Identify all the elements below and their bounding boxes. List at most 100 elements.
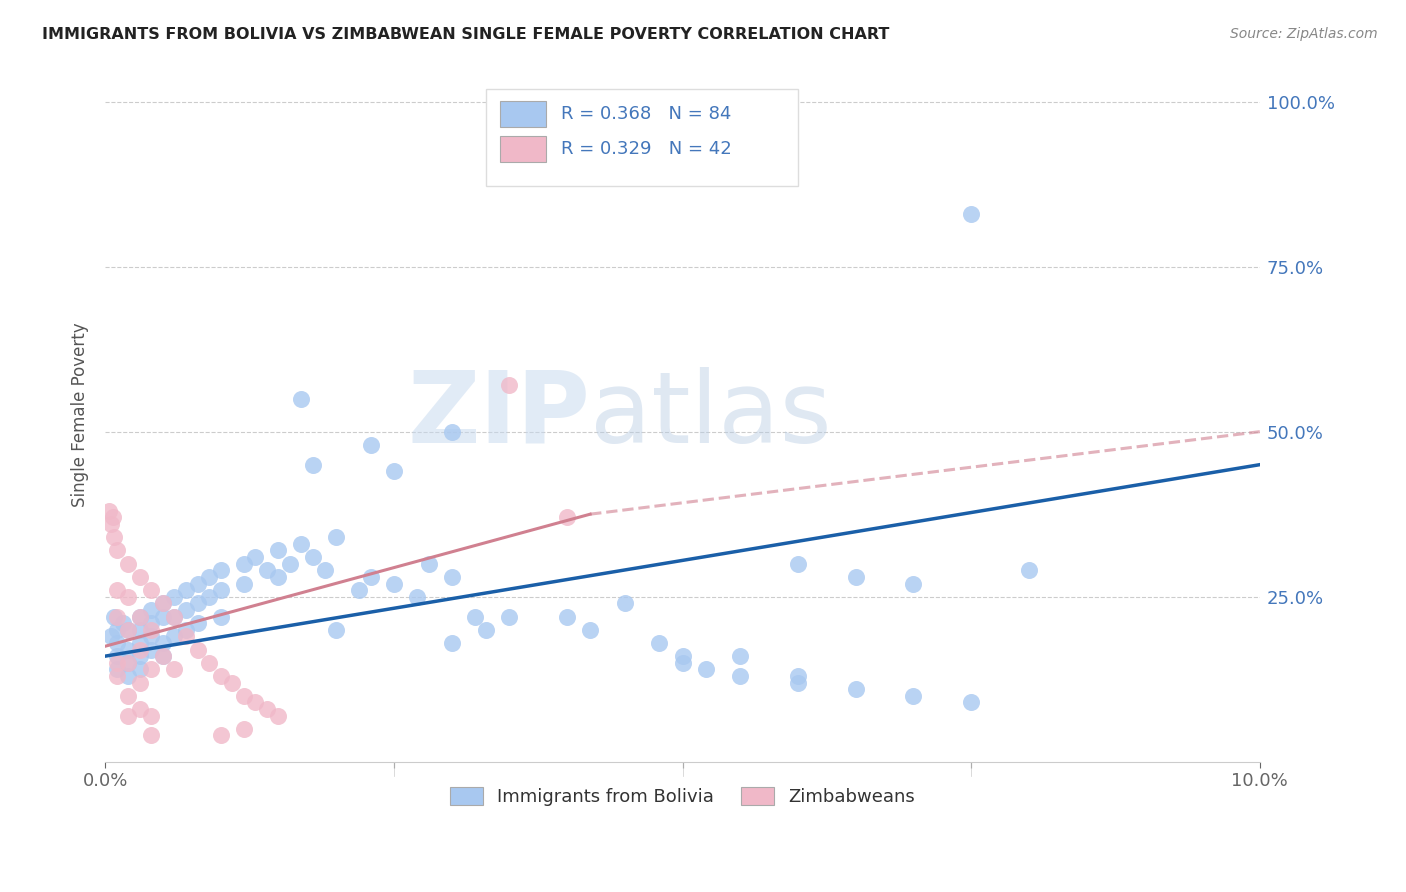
- Point: [787, 669, 810, 683]
- Point: [141, 629, 163, 643]
- Point: [128, 609, 150, 624]
- Point: [498, 609, 520, 624]
- Point: [845, 570, 868, 584]
- Point: [302, 458, 325, 472]
- Point: [105, 636, 128, 650]
- Point: [105, 583, 128, 598]
- Point: [141, 583, 163, 598]
- FancyBboxPatch shape: [501, 101, 547, 128]
- Point: [187, 642, 209, 657]
- Point: [1018, 563, 1040, 577]
- Point: [117, 689, 139, 703]
- Point: [695, 662, 717, 676]
- Point: [382, 576, 405, 591]
- Point: [198, 590, 221, 604]
- Text: atlas: atlas: [591, 367, 832, 464]
- Point: [100, 517, 122, 532]
- Point: [232, 689, 254, 703]
- Point: [128, 570, 150, 584]
- Point: [163, 590, 186, 604]
- Point: [267, 708, 290, 723]
- Text: Source: ZipAtlas.com: Source: ZipAtlas.com: [1230, 27, 1378, 41]
- Point: [187, 616, 209, 631]
- Point: [128, 702, 150, 716]
- FancyBboxPatch shape: [486, 89, 799, 186]
- Point: [174, 629, 197, 643]
- Point: [141, 642, 163, 657]
- Point: [117, 708, 139, 723]
- Point: [103, 530, 125, 544]
- Point: [787, 557, 810, 571]
- Point: [475, 623, 498, 637]
- Point: [579, 623, 602, 637]
- Point: [198, 656, 221, 670]
- Point: [256, 702, 278, 716]
- Point: [128, 675, 150, 690]
- Point: [141, 728, 163, 742]
- Point: [117, 656, 139, 670]
- Point: [100, 629, 122, 643]
- Point: [418, 557, 440, 571]
- Point: [141, 616, 163, 631]
- Point: [128, 623, 150, 637]
- Point: [187, 576, 209, 591]
- Text: IMMIGRANTS FROM BOLIVIA VS ZIMBABWEAN SINGLE FEMALE POVERTY CORRELATION CHART: IMMIGRANTS FROM BOLIVIA VS ZIMBABWEAN SI…: [42, 27, 890, 42]
- Point: [141, 603, 163, 617]
- Point: [209, 563, 232, 577]
- Point: [314, 563, 336, 577]
- Point: [152, 649, 174, 664]
- Point: [290, 537, 312, 551]
- Point: [290, 392, 312, 406]
- Point: [464, 609, 486, 624]
- Point: [903, 576, 925, 591]
- Point: [245, 695, 267, 709]
- Point: [174, 583, 197, 598]
- FancyBboxPatch shape: [501, 136, 547, 162]
- Point: [728, 669, 751, 683]
- Point: [117, 623, 139, 637]
- Point: [128, 636, 150, 650]
- Point: [382, 464, 405, 478]
- Text: R = 0.329   N = 42: R = 0.329 N = 42: [561, 140, 733, 158]
- Point: [105, 543, 128, 558]
- Point: [174, 603, 197, 617]
- Point: [232, 557, 254, 571]
- Text: R = 0.368   N = 84: R = 0.368 N = 84: [561, 105, 731, 123]
- Point: [903, 689, 925, 703]
- Point: [117, 557, 139, 571]
- Point: [152, 636, 174, 650]
- Point: [117, 669, 139, 683]
- Point: [105, 669, 128, 683]
- Point: [128, 609, 150, 624]
- Point: [440, 570, 463, 584]
- Point: [256, 563, 278, 577]
- Point: [105, 656, 128, 670]
- Point: [221, 675, 243, 690]
- Point: [671, 656, 693, 670]
- Point: [498, 378, 520, 392]
- Point: [209, 669, 232, 683]
- Point: [648, 636, 671, 650]
- Point: [278, 557, 301, 571]
- Point: [111, 616, 134, 631]
- Point: [245, 550, 267, 565]
- Point: [209, 728, 232, 742]
- Point: [128, 662, 150, 676]
- Point: [671, 649, 693, 664]
- Point: [960, 207, 983, 221]
- Point: [141, 623, 163, 637]
- Point: [960, 695, 983, 709]
- Point: [728, 649, 751, 664]
- Point: [555, 609, 578, 624]
- Point: [187, 596, 209, 610]
- Point: [555, 510, 578, 524]
- Point: [152, 596, 174, 610]
- Point: [440, 636, 463, 650]
- Point: [117, 623, 139, 637]
- Point: [360, 570, 382, 584]
- Point: [103, 609, 125, 624]
- Point: [103, 510, 125, 524]
- Point: [267, 543, 290, 558]
- Point: [152, 596, 174, 610]
- Point: [105, 649, 128, 664]
